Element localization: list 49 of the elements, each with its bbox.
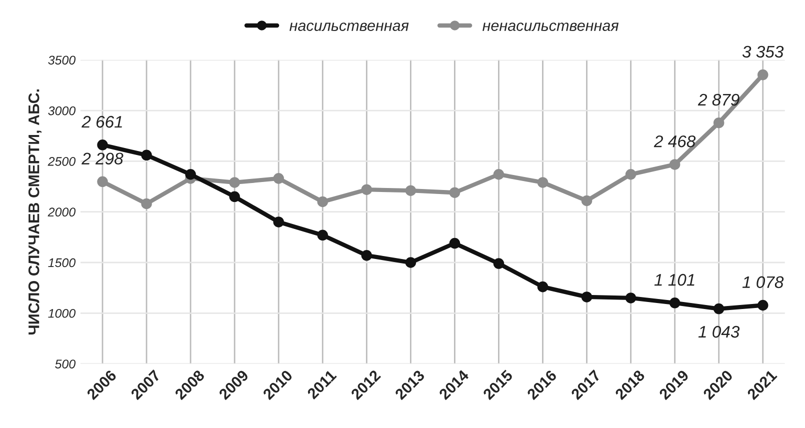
point — [361, 250, 372, 261]
point — [273, 216, 284, 228]
point — [449, 238, 460, 249]
point — [273, 173, 284, 184]
point — [229, 177, 240, 188]
point — [713, 303, 724, 314]
legend-label: насильственная — [290, 22, 409, 31]
point — [757, 300, 768, 311]
data-label: 1 043 — [698, 326, 740, 338]
point — [317, 196, 328, 208]
point — [669, 298, 680, 308]
point — [449, 187, 460, 198]
data-label: 2 468 — [654, 135, 696, 148]
point — [405, 185, 416, 196]
point — [669, 159, 680, 170]
point — [581, 292, 592, 302]
point — [713, 117, 724, 128]
y-tick-label: 1500 — [48, 258, 76, 268]
point — [141, 150, 152, 161]
point — [493, 169, 504, 180]
point — [537, 281, 548, 292]
point — [581, 195, 592, 206]
point — [361, 184, 372, 195]
data-label: 3 353 — [742, 46, 784, 58]
data-label: 1 101 — [654, 274, 694, 286]
data-label: 2 879 — [698, 94, 740, 106]
y-tick-label: 500 — [55, 360, 76, 368]
point — [185, 169, 196, 180]
point — [757, 69, 768, 80]
data-label: 1 078 — [742, 276, 784, 288]
point — [625, 292, 636, 304]
point — [97, 176, 108, 188]
y-tick-label: 3000 — [48, 106, 76, 116]
point — [317, 230, 328, 241]
y-axis-title: ЧИСЛО СЛУЧАЕВ СМЕРТИ, АБС. — [28, 89, 42, 335]
point — [97, 140, 108, 150]
y-tick-label: 3500 — [48, 56, 76, 65]
point — [229, 191, 240, 202]
y-tick-label: 2500 — [48, 157, 76, 166]
point — [405, 257, 416, 268]
point — [537, 177, 548, 188]
data-label: 2 298 — [82, 152, 124, 164]
point — [625, 169, 636, 180]
point — [141, 198, 152, 210]
legend-label: ненасильственная — [482, 22, 619, 31]
data-label: 2 661 — [82, 116, 122, 128]
point — [493, 258, 504, 269]
y-tick-label: 2000 — [48, 208, 76, 217]
y-tick-label: 1000 — [48, 308, 76, 318]
